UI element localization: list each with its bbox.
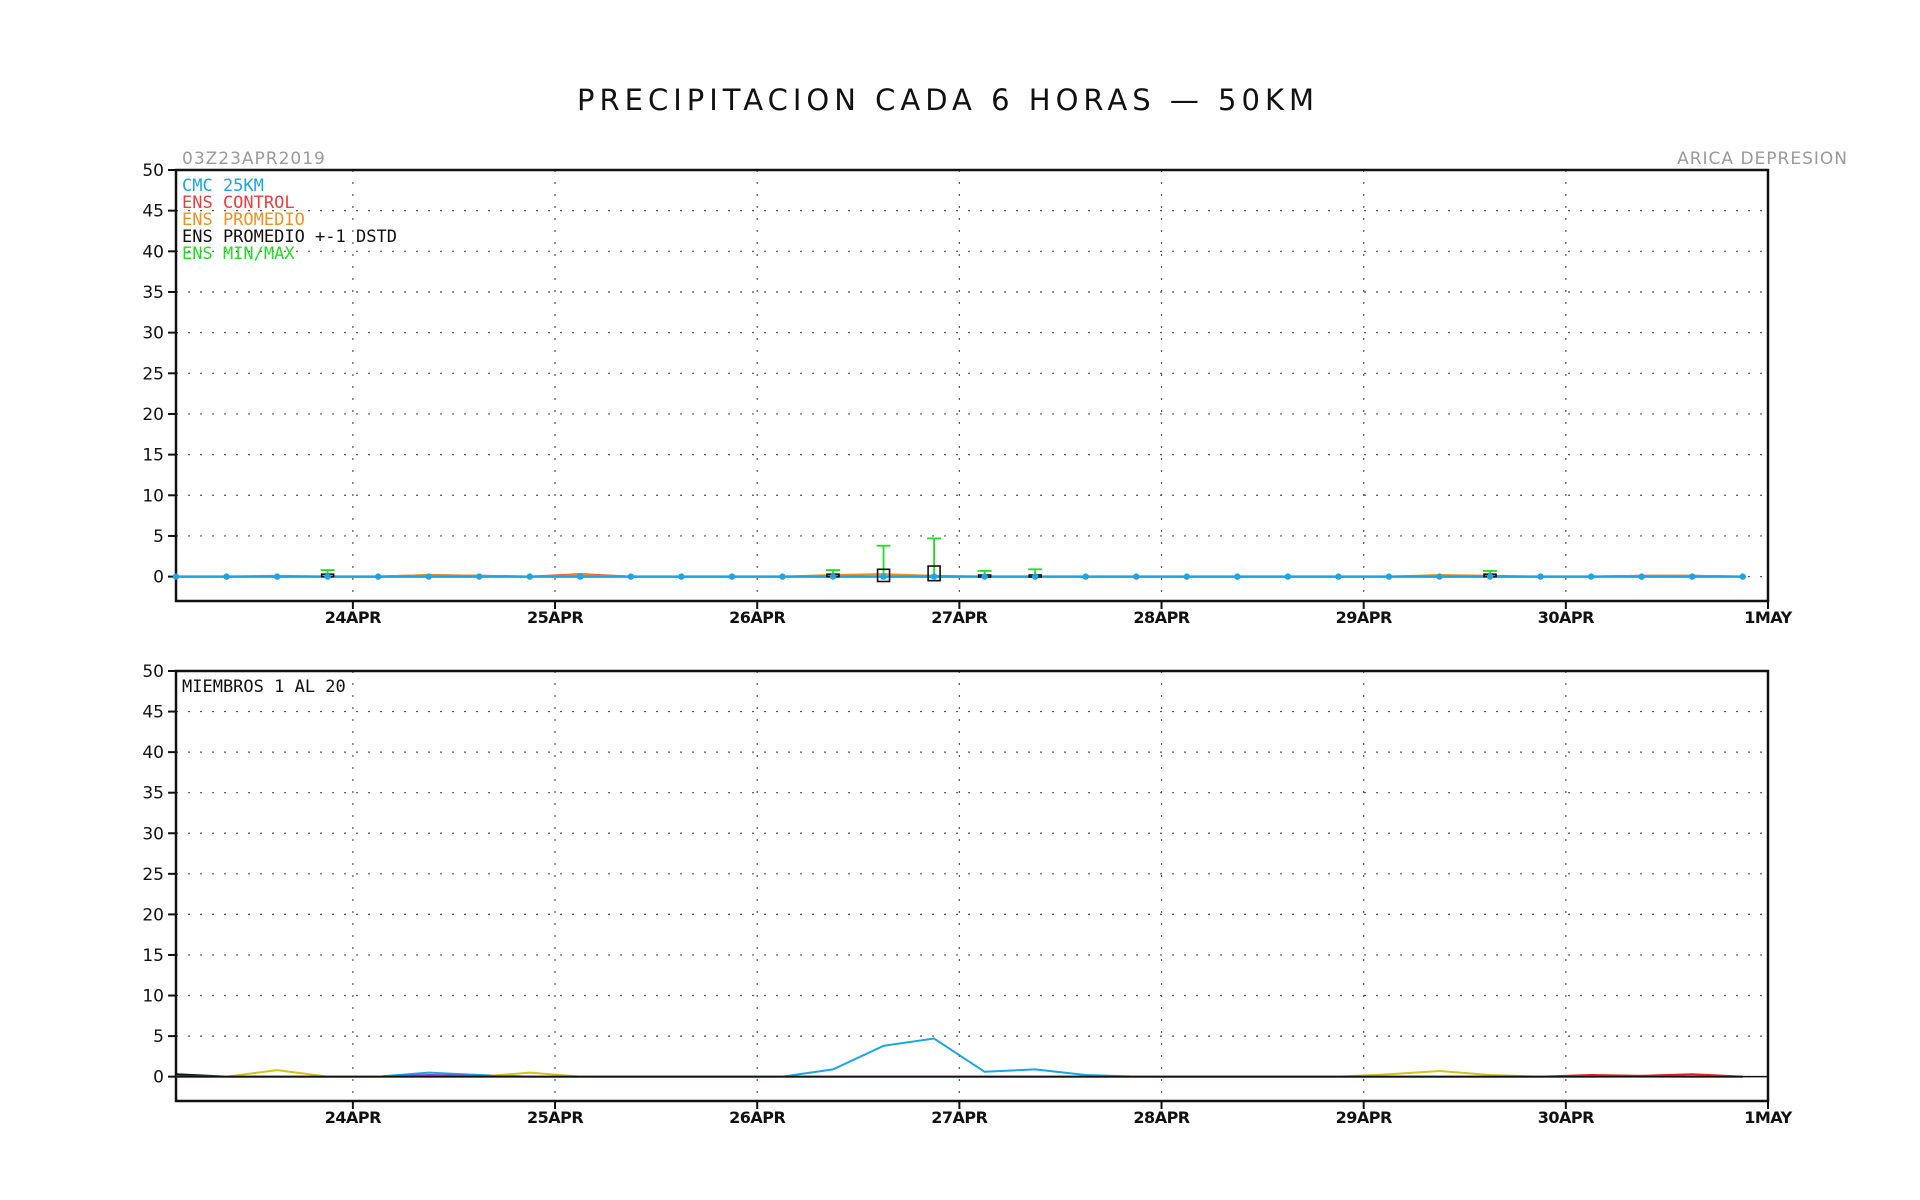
plot-frame [174,168,1770,603]
y-tick-label: 5 [153,527,164,547]
series-point [627,573,635,580]
y-tick-label: 35 [142,283,164,303]
plot-frame [174,669,1770,1103]
y-tick-label: 50 [142,662,164,682]
std-box [876,568,891,583]
x-tick-label: 25APR [527,608,583,627]
x-tick-label: 1MAY [1744,608,1792,627]
series-point [1537,573,1544,580]
series-point [526,573,533,580]
series-point [476,573,483,580]
y-tick-label: 45 [142,703,164,723]
series-point [829,573,837,580]
ensemble-summary-panel: 0 5 10 15 20 25 30 35 40 45 50 24APR 25APR 26APR 27APR… [142,161,1793,627]
y-tick-label: 10 [142,987,164,1007]
series-point [1183,573,1190,580]
series-point [324,573,331,580]
series-point [678,573,685,580]
series-point [1284,573,1292,580]
series-point [1031,573,1039,580]
y-tick-label: 0 [153,1068,164,1088]
location-label: ARICA DEPRESION [1677,149,1848,169]
y-tick-label: 35 [142,784,164,804]
x-tick-label: 30APR [1538,1108,1594,1127]
y-tick-label: 40 [142,743,164,763]
series-point [577,573,584,580]
legend-entry: CMC 25KM [182,176,264,196]
x-tick-label: 27APR [931,608,987,627]
series-point [1739,573,1746,580]
series-point [779,573,786,580]
y-tick-label: 30 [142,324,164,344]
y-tick-label: 50 [142,161,164,181]
series-point [1133,573,1140,580]
series-point [223,573,230,580]
legend-entry: ENS PROMEDIO [182,210,305,230]
y-tick-label: 15 [142,446,164,466]
series-point [1486,573,1494,580]
y-tick-label: 20 [142,405,164,425]
series-point [728,573,736,580]
series-point [981,573,988,580]
series-point [1385,573,1393,580]
series-point [374,573,382,580]
x-tick-label: 24APR [325,608,381,627]
series-point [172,573,180,580]
y-tick-label: 5 [153,1027,164,1047]
series-point [1234,573,1241,580]
y-tick-label: 15 [142,946,164,966]
y-tick-label: 0 [153,568,164,588]
series-point [425,573,432,580]
ensemble-members-panel: 0 5 10 15 20 25 30 35 40 45 50 24APR 25APR 26APR 27APR… [142,662,1793,1127]
x-tick-label: 26APR [729,608,785,627]
run-date-label: 03Z23APR2019 [182,149,326,169]
series-point [930,573,938,580]
x-tick-label: 27APR [931,1108,987,1127]
y-tick-label: 25 [142,865,164,885]
x-tick-label: 26APR [729,1108,785,1127]
x-tick-label: 29APR [1336,1108,1392,1127]
y-tick-label: 45 [142,202,164,222]
series-point [880,573,887,580]
y-tick-label: 40 [142,242,164,262]
series-point [273,573,281,580]
x-tick-label: 30APR [1538,608,1594,627]
y-tick-label: 30 [142,824,164,844]
legend-entry: ENS MIN/MAX [182,244,295,264]
x-tick-label: 24APR [325,1108,381,1127]
series-point [1436,573,1443,580]
x-tick-label: 28APR [1133,608,1189,627]
series-point [1335,573,1342,580]
page-title: PRECIPITACION CADA 6 HORAS — 50KM [577,83,1319,117]
x-tick-label: 29APR [1336,608,1392,627]
legend-entry: ENS PROMEDIO +-1 DSTD [182,227,397,247]
x-tick-label: 25APR [527,1108,583,1127]
y-tick-label: 10 [142,486,164,506]
series-point [1587,573,1595,580]
std-box [927,565,941,582]
panel-label: MIEMBROS 1 AL 20 [182,677,346,697]
series-point [1688,573,1696,580]
series-point [1082,573,1089,580]
series-point [1638,573,1645,580]
y-tick-label: 20 [142,905,164,925]
x-tick-label: 28APR [1133,1108,1189,1127]
legend-entry: ENS CONTROL [182,193,295,213]
y-tick-label: 25 [142,364,164,384]
x-tick-label: 1MAY [1744,1108,1792,1127]
